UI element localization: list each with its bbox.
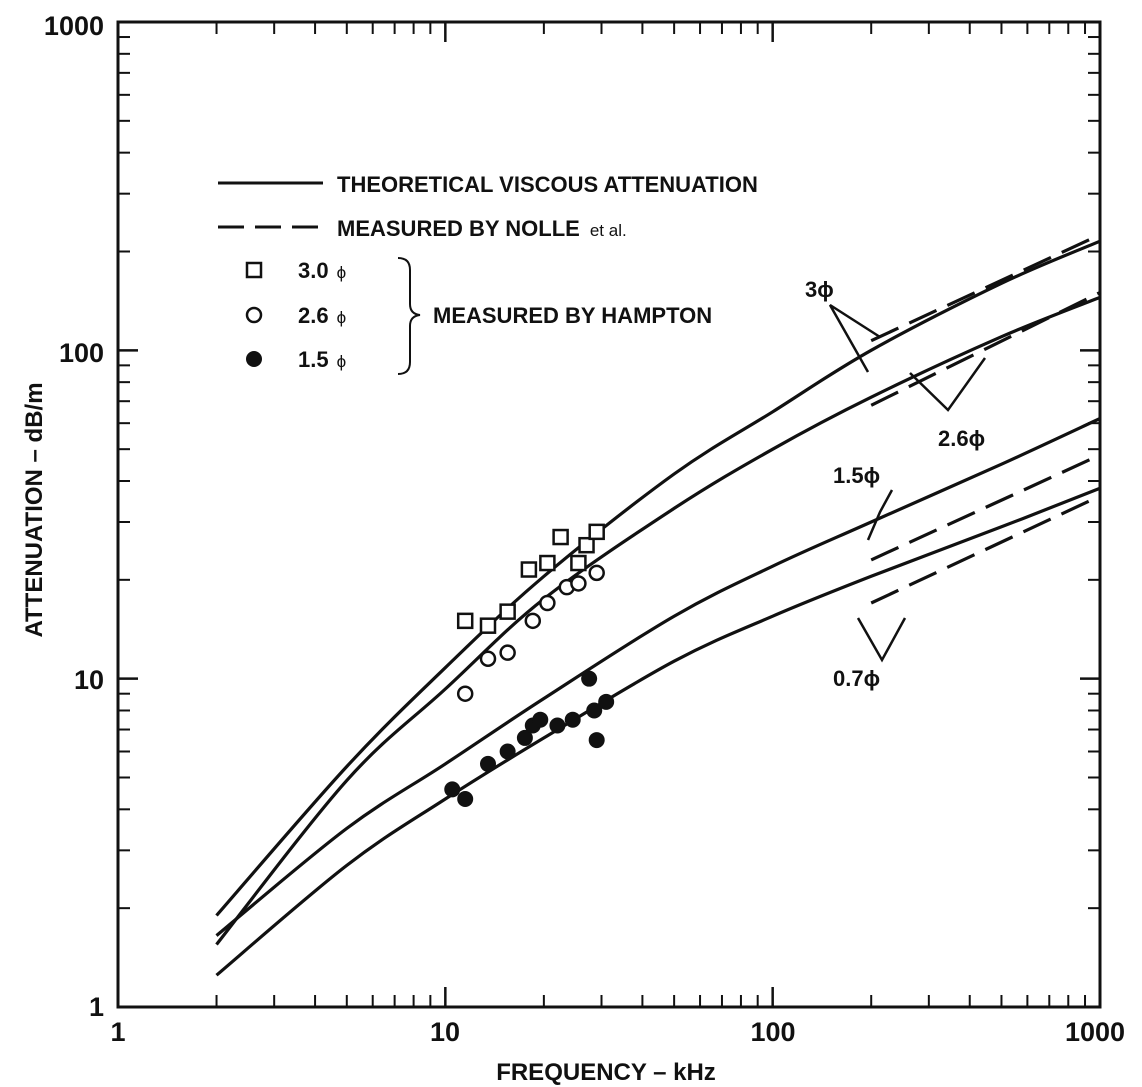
- x-tick-label: 10: [430, 1017, 460, 1047]
- callout-lines: [828, 303, 987, 663]
- solid-curve: [215, 239, 1101, 917]
- phi-symbol: ϕ: [337, 263, 347, 282]
- legend-brace: [397, 257, 421, 375]
- x-axis-title: FREQUENCY – kHz: [496, 1059, 716, 1086]
- callout-3phi: [828, 303, 881, 373]
- curve-label-number: 2.6: [938, 426, 969, 451]
- filled-circle-marker: [516, 729, 533, 746]
- dashed-curve: [870, 291, 1101, 407]
- legend-3.0-label: 3.0 ϕ: [298, 258, 346, 283]
- filled-circle-marker: [588, 732, 605, 749]
- x-tick-label: 1000: [1065, 1017, 1125, 1047]
- curve-label-number: 0.7: [833, 666, 864, 691]
- dashed-curve: [870, 233, 1101, 343]
- phi-symbol: ϕ: [864, 463, 881, 488]
- curves: [215, 233, 1101, 977]
- open-circle-marker: [539, 594, 556, 612]
- filled-circle-marker: [457, 791, 474, 808]
- axis-ticks: [116, 22, 1100, 1009]
- y-tick-label: 100: [59, 338, 104, 368]
- legend-filled-circle-marker: [246, 351, 262, 367]
- legend-dashed-label: MEASURED BY NOLLE et al.: [337, 216, 627, 241]
- callout-0.7phi: [856, 617, 907, 663]
- filled-circle-marker: [444, 781, 461, 798]
- phi-symbol: ϕ: [969, 426, 986, 451]
- phi-symbol: ϕ: [817, 277, 834, 302]
- open-square-marker: [588, 523, 605, 541]
- curve-label-2.6phi: 2.6ϕ: [938, 426, 985, 451]
- filled-circle-marker: [586, 702, 603, 719]
- legend-number: 1.5: [298, 347, 329, 372]
- open-square-marker: [499, 603, 516, 620]
- solid-curve: [215, 486, 1101, 977]
- open-circle-marker: [499, 644, 516, 661]
- filled-circle-marker: [499, 743, 516, 760]
- legend-solid-label: THEORETICAL VISCOUS ATTENUATION: [337, 172, 758, 197]
- data-markers: [444, 523, 615, 808]
- y-tick-label: 1: [89, 992, 104, 1022]
- curve-label-0.7phi: 0.7ϕ: [833, 666, 880, 691]
- open-square-marker: [520, 561, 538, 578]
- legend: THEORETICAL VISCOUS ATTENUATION MEASURED…: [218, 172, 758, 375]
- tick-labels: 1 10 100 1000 1 10 100 1000: [44, 11, 1125, 1047]
- legend-open-circle-marker: [245, 306, 263, 324]
- legend-dashed-suffix: et al.: [590, 221, 627, 240]
- filled-circle-marker: [598, 693, 615, 710]
- dashed-curve: [870, 494, 1101, 605]
- open-circle-marker: [570, 575, 587, 592]
- y-tick-label: 10: [74, 665, 104, 695]
- open-circle-marker: [479, 650, 497, 667]
- solid-curve: [215, 417, 1101, 937]
- legend-number: 3.0: [298, 258, 329, 283]
- open-square-marker: [578, 536, 595, 554]
- open-square-marker: [456, 612, 474, 630]
- curve-label-1.5phi: 1.5ϕ: [833, 463, 880, 488]
- legend-dashed-main: MEASURED BY NOLLE: [337, 216, 580, 241]
- plot-frame: [116, 20, 1102, 1009]
- x-tick-label: 1: [110, 1017, 125, 1047]
- legend-square-marker: [245, 261, 263, 279]
- solid-curve: [215, 295, 1101, 946]
- phi-symbol: ϕ: [337, 352, 347, 371]
- open-circle-marker: [524, 612, 542, 630]
- filled-circle-marker: [532, 711, 549, 728]
- open-circle-marker: [456, 685, 474, 702]
- phi-symbol: ϕ: [337, 308, 347, 327]
- legend-hampton-label: MEASURED BY HAMPTON: [433, 303, 712, 328]
- open-square-marker: [479, 617, 497, 634]
- legend-number: 2.6: [298, 303, 329, 328]
- open-square-marker: [552, 528, 569, 546]
- callout-2.6phi: [909, 357, 987, 412]
- callout-1.5phi: [866, 489, 894, 541]
- x-tick-label: 100: [750, 1017, 795, 1047]
- curve-label-number: 3: [805, 277, 817, 302]
- filled-circle-marker: [549, 717, 566, 734]
- y-tick-label: 1000: [44, 11, 104, 41]
- legend-2.6-label: 2.6 ϕ: [298, 303, 346, 328]
- filled-circle-marker: [479, 755, 496, 772]
- open-square-marker: [570, 554, 587, 572]
- open-square-marker: [539, 554, 556, 572]
- open-circle-marker: [588, 564, 605, 582]
- legend-1.5-label: 1.5 ϕ: [298, 347, 346, 372]
- filled-circle-marker: [581, 670, 598, 687]
- curve-label-3phi: 3ϕ: [805, 277, 834, 302]
- phi-symbol: ϕ: [864, 666, 881, 691]
- dashed-curve: [870, 453, 1101, 562]
- filled-circle-marker: [564, 711, 581, 728]
- y-axis-title: ATTENUATION – dB/m: [21, 382, 48, 637]
- curve-label-number: 1.5: [833, 463, 864, 488]
